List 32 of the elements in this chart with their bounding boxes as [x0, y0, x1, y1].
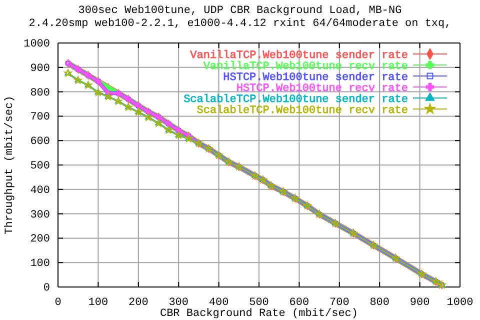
chart-subtitle: 2.4.20smp web100-2.2.1, e1000-4.4.12 rxint 64/64moderate on txq, [28, 18, 452, 30]
legend-label: ScalableTCP.Web100tune sender rate [184, 94, 408, 106]
y-axis-title: Throughput (mbit/sec) [4, 96, 16, 234]
y-tick-label: 400 [30, 184, 50, 197]
y-tick-label: 300 [30, 209, 50, 222]
x-tick-label: 200 [128, 296, 148, 309]
x-tick-label: 600 [289, 296, 310, 309]
x-axis-title: CBR Background Rate (mbit/sec) [160, 308, 358, 320]
chart-title: 300sec Web100tune, UDP CBR Background Load, MB-NG [78, 5, 402, 17]
y-tick-label: 700 [30, 112, 50, 124]
y-tick-label: 100 [30, 258, 50, 270]
x-tick-label: 500 [249, 296, 269, 309]
legend-label: HSTCP.Web100tune sender rate [223, 72, 408, 84]
x-tick-label: 400 [208, 296, 229, 309]
legend-label: VanillaTCP.Web100tune sender rate [190, 50, 408, 62]
x-tick-label: 100 [88, 296, 108, 309]
legend-label: VanillaTCP.Web100tune recv rate [203, 61, 408, 73]
y-tick-label: 200 [30, 234, 50, 246]
x-tick-label: 800 [370, 296, 390, 309]
y-tick-label: 0 [43, 282, 50, 295]
x-tick-label: 300 [168, 296, 189, 309]
y-tick-label: 1000 [24, 38, 50, 51]
y-tick-label: 800 [30, 87, 50, 100]
x-tick-label: 0 [54, 296, 62, 309]
x-tick-label: 700 [329, 296, 350, 309]
x-tick-label: 1000 [446, 296, 474, 309]
y-tick-label: 500 [30, 160, 50, 173]
y-tick-label: 900 [30, 62, 50, 75]
legend-label: HSTCP.Web100tune recv rate [236, 83, 408, 95]
legend-label: ScalableTCP.Web100tune recv rate [196, 105, 408, 117]
y-tick-label: 600 [30, 136, 50, 148]
x-tick-label: 900 [410, 296, 430, 309]
